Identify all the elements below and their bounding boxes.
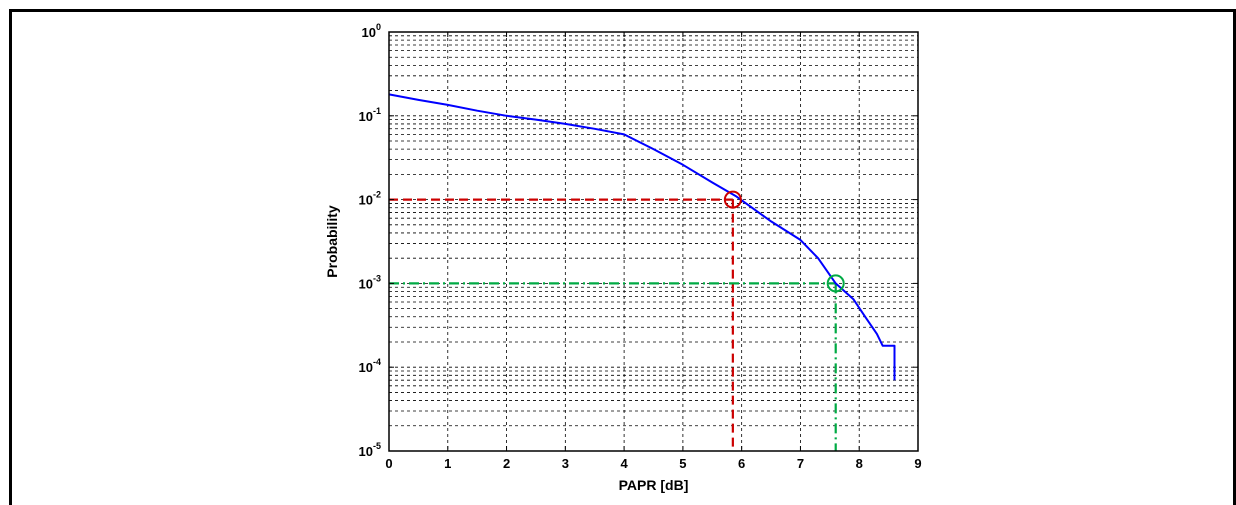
series-line-1 xyxy=(388,93,896,381)
x-tick-label: 2 xyxy=(503,456,510,471)
tick-labels: 0 1 2 3 4 5 6 7 8 9 100 10-1 10-2 10-3 10-4 10-5 xyxy=(359,22,922,471)
annotation-circle-2 xyxy=(826,274,845,293)
y-tick-label: 10-2 xyxy=(359,190,381,208)
y-axis-label: Probability xyxy=(324,205,340,278)
x-tick-label: 9 xyxy=(914,456,921,471)
y-tick-label: 10-1 xyxy=(359,106,381,124)
annotation-circle-1 xyxy=(723,190,742,209)
y-tick-label: 10-5 xyxy=(359,441,381,459)
reference-lines xyxy=(389,198,837,451)
x-tick-label: 5 xyxy=(679,456,686,471)
series-layer xyxy=(388,93,896,381)
x-tick-label: 1 xyxy=(444,456,451,471)
plot-area-border xyxy=(388,31,919,452)
x-tick-label: 0 xyxy=(385,456,392,471)
grid xyxy=(389,32,918,451)
frame-border-right xyxy=(1233,9,1236,505)
x-tick-label: 3 xyxy=(562,456,569,471)
y-tick-label: 100 xyxy=(362,22,381,40)
y-tick-label: 10-4 xyxy=(359,357,381,375)
x-tick-label: 4 xyxy=(620,456,628,471)
x-tick-label: 6 xyxy=(738,456,745,471)
frame-border-left xyxy=(9,9,12,505)
y-tick-label: 10-3 xyxy=(359,273,381,291)
x-tick-label: 7 xyxy=(797,456,804,471)
x-tick-label: 8 xyxy=(856,456,863,471)
frame-border-top xyxy=(9,9,1236,12)
x-axis-label: PAPR [dB] xyxy=(619,477,689,493)
